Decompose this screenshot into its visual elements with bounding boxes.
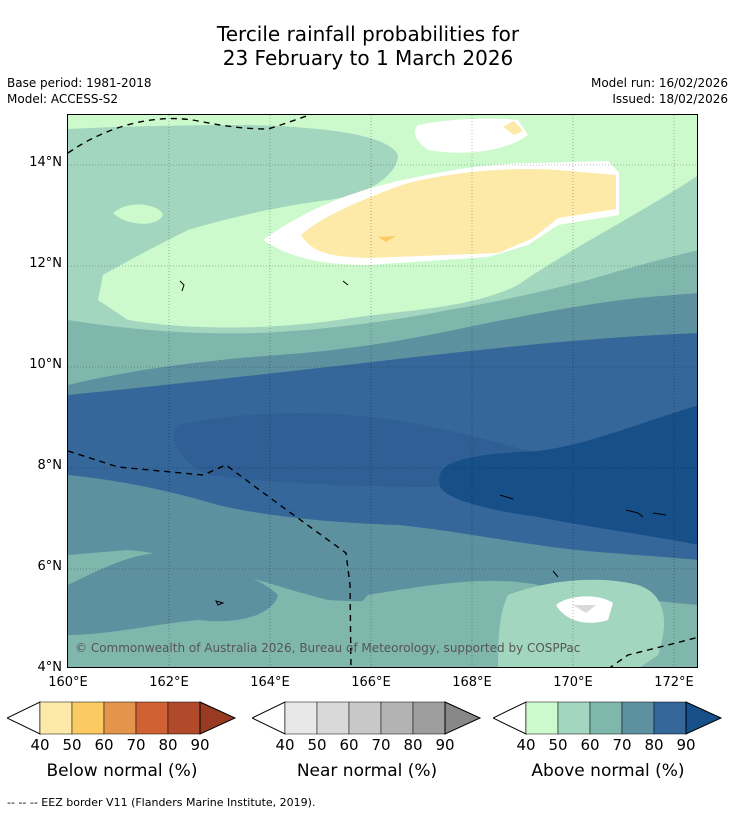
lon-label-172e: 172°E <box>654 675 694 690</box>
meta-left: Base period: 1981-2018 Model: ACCESS-S2 <box>7 75 152 107</box>
colorbar-above-normal <box>493 701 723 735</box>
colorbar-above-swatch-40 <box>525 701 559 735</box>
eez-borders <box>68 115 697 667</box>
tick-below-60: 60 <box>94 736 114 754</box>
lon-label-168e: 168°E <box>452 675 492 690</box>
map-title: Tercile rainfall probabilities for 23 Fe… <box>0 22 736 70</box>
eez-footnote: -- -- -- EEZ border V11 (Flanders Marine… <box>7 796 316 809</box>
colorbar-below-swatch-80 <box>167 701 201 735</box>
issued-date: Issued: 18/02/2026 <box>612 92 728 106</box>
lat-label-8n: 8°N <box>37 458 63 473</box>
lat-label-6n: 6°N <box>37 559 63 574</box>
lon-label-164e: 164°E <box>250 675 290 690</box>
lon-label-170e: 170°E <box>553 675 593 690</box>
colorbar-above-low-arrow <box>493 701 527 735</box>
probability-map <box>67 114 698 668</box>
colorbar-above-high-arrow <box>685 701 723 735</box>
lon-label-162e: 162°E <box>149 675 189 690</box>
colorbar-above-swatch-70 <box>621 701 655 735</box>
meta-right: Model run: 16/02/2026 Issued: 18/02/2026 <box>591 75 728 107</box>
copyright-credit: © Commonwealth of Australia 2026, Bureau… <box>75 641 581 655</box>
tick-near-90: 90 <box>435 736 455 754</box>
graticule <box>68 115 697 667</box>
lat-label-12n: 12°N <box>29 256 62 271</box>
colorbar-near-swatch-60 <box>348 701 382 735</box>
colorbar-above-label: Above normal (%) <box>531 761 685 781</box>
region-near-50-south <box>573 605 596 613</box>
tick-near-70: 70 <box>371 736 391 754</box>
colorbar-near-low-arrow <box>252 701 286 735</box>
colorbar-near-normal <box>252 701 482 735</box>
tick-near-60: 60 <box>339 736 359 754</box>
tick-above-90: 90 <box>676 736 696 754</box>
colorbar-near-swatch-80 <box>412 701 446 735</box>
tick-below-50: 50 <box>62 736 82 754</box>
colorbar-above-swatch-60 <box>589 701 623 735</box>
lat-label-4n: 4°N <box>37 660 63 675</box>
colorbar-below-label: Below normal (%) <box>46 761 198 781</box>
lon-label-160e: 160°E <box>48 675 88 690</box>
region-below-50 <box>378 236 396 242</box>
tick-below-90: 90 <box>190 736 210 754</box>
colorbar-below-normal <box>7 701 237 735</box>
tick-above-70: 70 <box>612 736 632 754</box>
model-name: Model: ACCESS-S2 <box>7 92 119 106</box>
tick-near-50: 50 <box>307 736 327 754</box>
colorbar-below-swatch-50 <box>71 701 105 735</box>
tick-above-60: 60 <box>580 736 600 754</box>
colorbar-near-swatch-40 <box>284 701 318 735</box>
colorbar-below-low-arrow <box>7 701 41 735</box>
colorbar-near-swatch-50 <box>316 701 350 735</box>
tick-above-50: 50 <box>548 736 568 754</box>
title-line-1: Tercile rainfall probabilities for <box>216 22 520 46</box>
tick-near-80: 80 <box>403 736 423 754</box>
region-near-normal-top <box>415 118 528 153</box>
tick-above-80: 80 <box>644 736 664 754</box>
lat-label-10n: 10°N <box>29 357 62 372</box>
region-above-90 <box>439 405 697 545</box>
model-run: Model run: 16/02/2026 <box>590 76 728 90</box>
lon-label-166e: 166°E <box>351 675 391 690</box>
region-above-50-south <box>498 579 664 667</box>
colorbar-below-high-arrow <box>199 701 237 735</box>
base-period: Base period: 1981-2018 <box>7 76 152 90</box>
tick-above-40: 40 <box>516 736 536 754</box>
region-below-40 <box>301 169 616 258</box>
region-below-40-small <box>503 121 523 135</box>
region-above-70-patch <box>68 553 278 635</box>
tick-below-40: 40 <box>30 736 50 754</box>
colorbar-above-swatch-50 <box>557 701 591 735</box>
region-above-60-corner <box>68 635 145 667</box>
colorbar-below-swatch-60 <box>103 701 137 735</box>
title-line-2: 23 February to 1 March 2026 <box>222 46 514 70</box>
colorbar-below-swatch-70 <box>135 701 169 735</box>
colorbar-near-label: Near normal (%) <box>296 761 438 781</box>
region-above-40-patch <box>113 204 163 224</box>
tick-below-80: 80 <box>158 736 178 754</box>
colorbar-near-swatch-70 <box>380 701 414 735</box>
map-canvas <box>68 115 697 667</box>
lat-label-14n: 14°N <box>29 155 62 170</box>
colorbar-near-high-arrow <box>444 701 482 735</box>
islands <box>179 280 667 606</box>
tick-near-40: 40 <box>275 736 295 754</box>
tick-below-70: 70 <box>126 736 146 754</box>
colorbar-below-swatch-40 <box>39 701 73 735</box>
colorbar-above-swatch-80 <box>653 701 687 735</box>
